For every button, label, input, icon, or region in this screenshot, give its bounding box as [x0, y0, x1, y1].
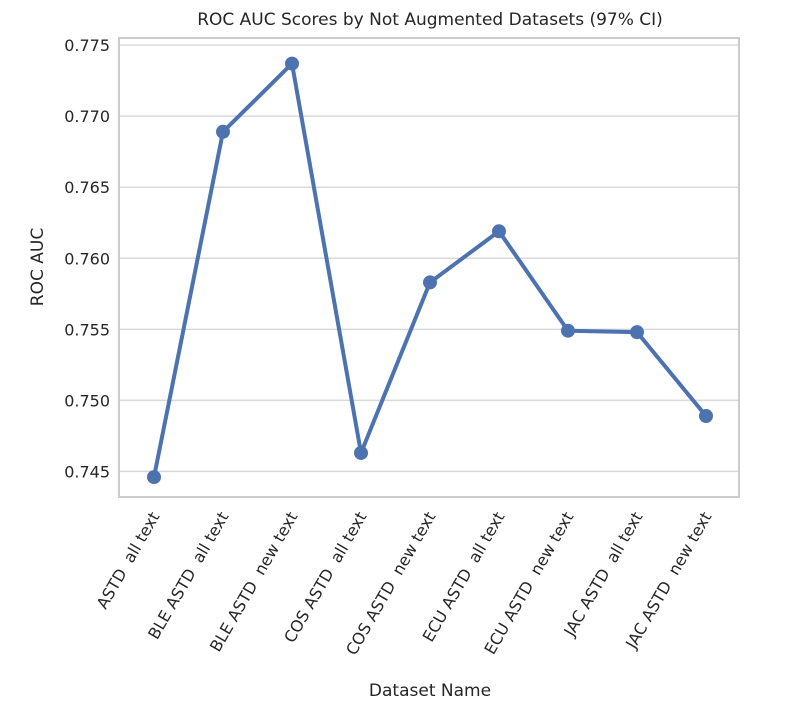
y-tick-labels: 0.745 0.750 0.755 0.760 0.765 0.770 0.775	[64, 36, 110, 481]
chart-title: ROC AUC Scores by Not Augmented Datasets…	[197, 10, 663, 30]
data-point	[630, 325, 644, 340]
series-layer	[147, 56, 713, 485]
y-tick-label: 0.750	[64, 391, 110, 410]
data-point	[147, 470, 161, 485]
y-tick-label: 0.770	[64, 107, 110, 126]
y-tick-label: 0.765	[64, 178, 110, 197]
data-point	[699, 409, 713, 423]
gridlines	[119, 44, 739, 473]
y-tick-label: 0.775	[64, 36, 110, 55]
plot-frame	[118, 37, 740, 498]
y-tick-label: 0.755	[64, 320, 110, 339]
data-point	[423, 275, 437, 290]
y-axis-label: ROC AUC	[28, 228, 48, 306]
series-line	[152, 61, 708, 480]
data-point	[492, 224, 506, 239]
data-point	[285, 56, 299, 71]
y-tick-label: 0.760	[64, 249, 110, 268]
data-point	[216, 124, 230, 139]
x-axis-label: Dataset Name	[369, 681, 491, 701]
data-point	[561, 323, 575, 338]
data-point	[354, 445, 368, 460]
x-tick-label: ASTD all text	[93, 509, 164, 613]
y-tick-label: 0.745	[64, 462, 110, 481]
